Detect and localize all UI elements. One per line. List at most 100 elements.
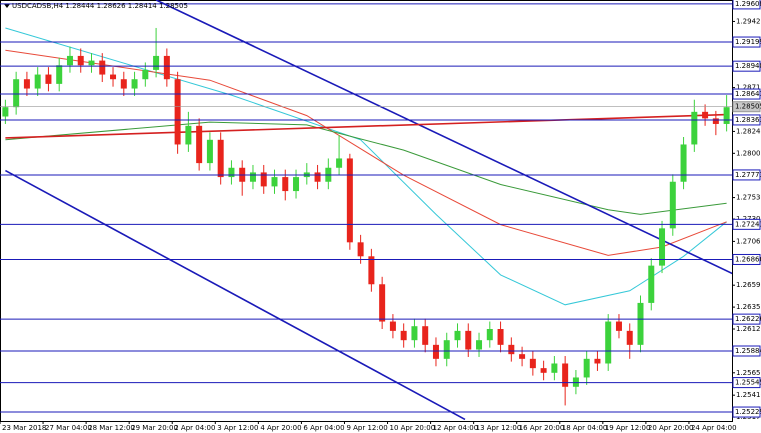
y-tick-label: 1.28710 <box>736 84 761 92</box>
candle-body <box>56 65 63 84</box>
x-tick-label: 19 Apr 12:00 <box>605 424 651 432</box>
x-tick-label: 9 Apr 12:00 <box>346 424 387 432</box>
level-label: 1.29199 <box>735 38 761 46</box>
level-label: 1.26226 <box>735 315 761 323</box>
candle-body <box>34 74 41 89</box>
candle-body <box>314 172 321 182</box>
candle-body <box>443 340 450 359</box>
y-tick-label: 1.28240 <box>736 127 761 135</box>
level-label-box <box>732 406 761 418</box>
x-tick-label: 13 Apr 12:00 <box>476 424 522 432</box>
level-label-box <box>732 114 761 126</box>
candle-body <box>260 172 267 187</box>
candle-body <box>615 321 622 331</box>
x-tick-label: 27 Mar 04:00 <box>45 424 92 432</box>
y-tick-label: 1.29420 <box>736 17 761 25</box>
candle-body <box>282 177 289 192</box>
x-tick-label: 18 Apr 04:00 <box>562 424 608 432</box>
candle-body <box>486 329 493 341</box>
x-tick-label: 20 Apr 20:00 <box>648 424 694 432</box>
level-label-box <box>732 60 761 72</box>
x-tick-label: 16 Apr 20:00 <box>519 424 565 432</box>
candle-body <box>400 330 407 341</box>
candle-body <box>583 358 590 378</box>
overlay-line <box>5 169 466 421</box>
x-tick-label: 12 Apr 04:00 <box>433 424 479 432</box>
candle-body <box>228 167 235 178</box>
y-tick-label: 1.26120 <box>736 325 761 333</box>
plot-frame <box>0 0 733 422</box>
candle-body <box>626 330 633 345</box>
candle-body <box>432 344 439 359</box>
y-tick-label: 1.28005 <box>736 149 761 157</box>
level-label-box <box>732 218 761 230</box>
level-label: 1.27243 <box>735 220 761 228</box>
candle-body <box>217 139 224 178</box>
candle-body <box>174 79 181 145</box>
level-label: 1.25545 <box>735 379 761 387</box>
candle-body <box>648 265 655 303</box>
candle-body <box>66 55 73 66</box>
candle-body <box>637 302 644 345</box>
x-tick-label: 10 Apr 20:00 <box>390 424 436 432</box>
candle-body <box>153 55 160 70</box>
level-label: 1.25229 <box>735 408 761 416</box>
level-label-box <box>732 253 761 265</box>
candle-body <box>411 326 418 341</box>
y-tick-label: 1.25650 <box>736 369 761 377</box>
level-label-box <box>732 377 761 389</box>
candle-body <box>88 60 95 66</box>
overlay-line <box>5 49 727 256</box>
candle-body <box>293 177 300 192</box>
x-tick-label: 4 Apr 20:00 <box>260 424 301 432</box>
candle-body <box>497 329 504 345</box>
candle-body <box>669 181 676 229</box>
candle-body <box>465 330 472 350</box>
x-tick-label: 6 Apr 04:00 <box>303 424 344 432</box>
y-tick-label: 1.26355 <box>736 303 761 311</box>
candle-body <box>23 79 30 89</box>
current-price-label: 1.28505 <box>735 103 761 111</box>
candle-body <box>422 326 429 345</box>
level-label: 1.28363 <box>735 116 761 124</box>
y-tick-label: 1.27060 <box>736 237 761 245</box>
level-label: 1.25884 <box>735 347 761 355</box>
candle-body <box>131 79 138 89</box>
chart-title: USDCADSB,H4 1.28444 1.28626 1.28414 1.28… <box>12 2 188 10</box>
x-tick-label: 28 Mar 12:00 <box>88 424 135 432</box>
x-tick-label: 23 Mar 2018 <box>2 424 46 432</box>
candle-body <box>357 242 364 257</box>
overlay-line <box>5 27 727 306</box>
candle-body <box>551 363 558 373</box>
candle-body <box>712 118 719 124</box>
candle-body <box>346 158 353 243</box>
candle-body <box>389 321 396 331</box>
candle-body <box>454 330 461 341</box>
candle-body <box>271 177 278 187</box>
candle-body <box>702 111 709 119</box>
candle-body <box>562 363 569 387</box>
candle-body <box>249 172 256 182</box>
y-tick-label: 1.26590 <box>736 281 761 289</box>
candle-body <box>476 340 483 350</box>
candle-body <box>519 354 526 359</box>
candle-body <box>659 228 666 266</box>
candle-body <box>723 107 730 124</box>
candle-body <box>540 368 547 373</box>
level-label-box <box>732 345 761 357</box>
x-tick-label: 3 Apr 12:00 <box>217 424 258 432</box>
y-tick-label: 1.27530 <box>736 194 761 202</box>
level-label-box <box>732 313 761 325</box>
overlay-line <box>5 121 727 215</box>
candle-body <box>605 321 612 364</box>
current-price-box <box>732 101 761 113</box>
menu-arrow <box>4 4 10 8</box>
level-label-box <box>732 88 761 100</box>
candle-body <box>99 60 106 75</box>
candle-body <box>508 344 515 355</box>
level-label-box <box>732 169 761 181</box>
level-label-box <box>732 0 761 10</box>
candle-body <box>45 74 52 84</box>
